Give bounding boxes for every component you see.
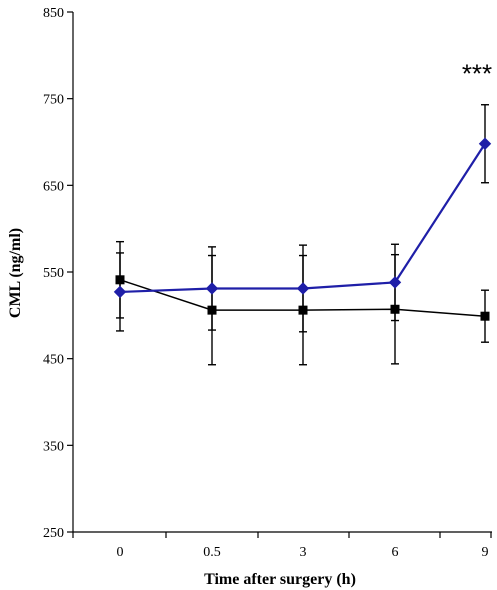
data-point-diamond xyxy=(296,282,310,295)
data-point-diamond xyxy=(113,285,127,299)
x-tick-label: 9 xyxy=(482,545,489,560)
y-tick-label: 350 xyxy=(43,439,64,454)
x-tick-label: 6 xyxy=(392,545,399,560)
y-tick-label: 650 xyxy=(43,179,64,194)
y-axis-title: CML (ng/ml) xyxy=(7,228,24,318)
y-tick-label: 250 xyxy=(43,526,64,541)
x-tick-label: 3 xyxy=(300,545,307,560)
series-layer: *** xyxy=(113,59,492,366)
data-point-diamond xyxy=(205,282,219,295)
axes: 250 350 450 550 650 750 850 0 0.5 3 6 9 xyxy=(43,6,492,560)
y-tick-label: 550 xyxy=(43,266,64,281)
significance-annotation: *** xyxy=(462,59,492,89)
series-0 xyxy=(113,104,492,333)
x-tick-label: 0 xyxy=(117,545,124,560)
data-point-diamond xyxy=(388,276,402,289)
data-point-diamond xyxy=(478,137,492,150)
y-tick-label: 850 xyxy=(43,6,64,21)
y-tick-label: 450 xyxy=(43,353,64,368)
data-point-square xyxy=(480,311,490,321)
x-axis-title: Time after surgery (h) xyxy=(204,571,356,588)
x-tick-label: 0.5 xyxy=(203,545,221,560)
y-tick-label: 750 xyxy=(43,93,64,108)
